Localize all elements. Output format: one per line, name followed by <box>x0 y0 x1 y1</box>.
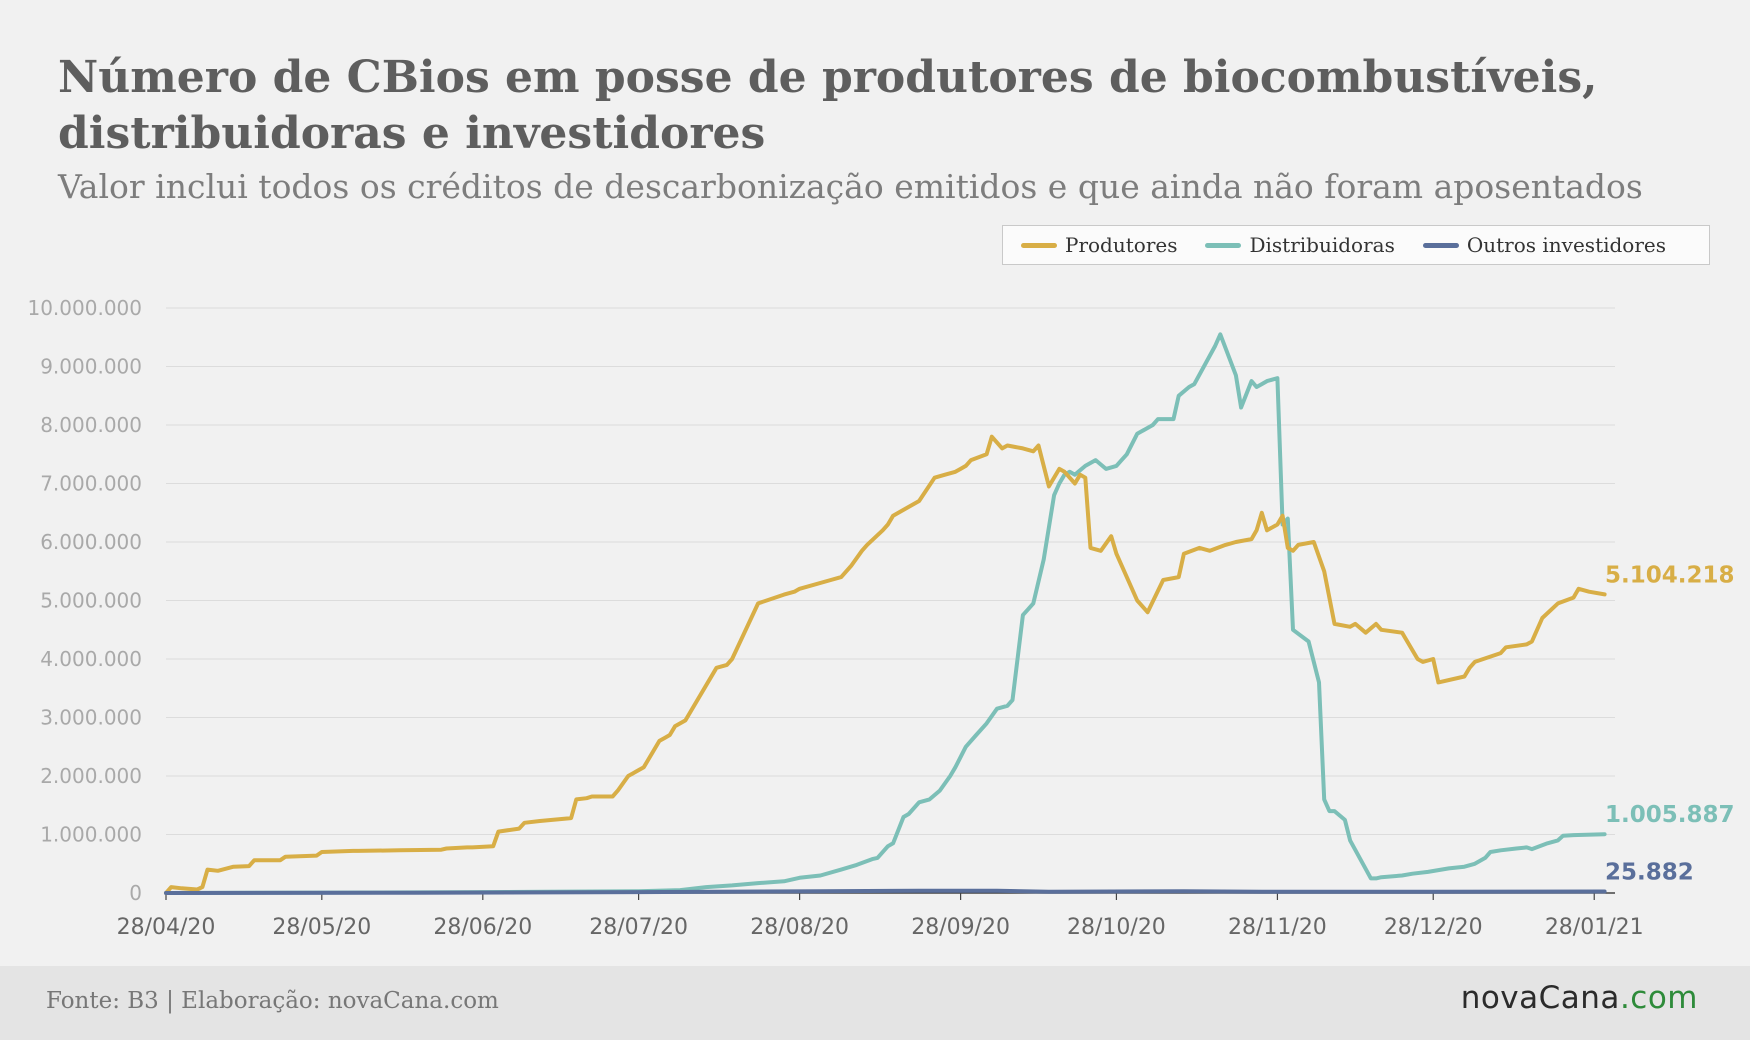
x-tick-label: 28/09/20 <box>911 915 1010 940</box>
x-tick-label: 28/01/21 <box>1545 915 1644 940</box>
y-tick-label: 9.000.000 <box>40 355 142 379</box>
legend-swatch-distribuidoras <box>1205 242 1242 248</box>
legend-swatch-outros <box>1422 242 1459 248</box>
y-tick-label: 5.000.000 <box>40 589 142 613</box>
legend-item-outros[interactable]: Outros investidores <box>1422 233 1667 257</box>
line-chart: 0 1.000.000 2.000.000 3.000.000 4.000.000 5.0… <box>27 296 1735 940</box>
x-tick-label: 28/12/20 <box>1384 915 1483 940</box>
legend: Produtores Distribuidoras Outros investi… <box>1002 225 1710 265</box>
series-line-outros <box>164 888 1607 895</box>
y-tick-label: 3.000.000 <box>40 706 142 730</box>
legend-item-produtores[interactable]: Produtores <box>1021 233 1177 257</box>
y-tick-label: 2.000.000 <box>40 764 142 788</box>
footer: Fonte: B3 | Elaboração: novaCana.com nov… <box>0 966 1750 1040</box>
series-line-produtores <box>164 434 1607 895</box>
x-tick-label: 28/06/20 <box>433 915 532 940</box>
x-tick-label: 28/11/20 <box>1228 915 1327 940</box>
legend-swatch-produtores <box>1021 242 1057 248</box>
brand-logo-suffix: .com <box>1619 980 1698 1016</box>
brand-logo[interactable]: novaCana.com <box>1461 980 1698 1016</box>
end-value-label-produtores: 5.104.218 <box>1605 562 1735 588</box>
chart-title: Número de CBios em posse de produtores d… <box>58 52 1598 159</box>
legend-label-outros: Outros investidores <box>1466 233 1667 257</box>
legend-label-distribuidoras: Distribuidoras <box>1249 233 1395 257</box>
legend-item-distribuidoras[interactable]: Distribuidoras <box>1205 233 1395 257</box>
x-tick-label: 28/04/20 <box>117 915 216 940</box>
x-tick-label: 28/10/20 <box>1067 915 1166 940</box>
legend-label-produtores: Produtores <box>1065 233 1178 257</box>
series-line-distribuidoras <box>164 332 1607 895</box>
x-tick-label: 28/07/20 <box>589 915 688 940</box>
x-tick-label: 28/05/20 <box>272 915 371 940</box>
y-tick-label: 6.000.000 <box>40 530 142 554</box>
end-value-label-outros: 25.882 <box>1605 859 1694 885</box>
brand-logo-main: novaCana <box>1460 980 1620 1016</box>
chart-subtitle: Valor inclui todos os créditos de descar… <box>58 167 1643 206</box>
y-tick-label: 7.000.000 <box>40 472 142 496</box>
source-note: Fonte: B3 | Elaboração: novaCana.com <box>46 988 499 1014</box>
x-tick-label: 28/08/20 <box>750 915 849 940</box>
y-tick-label: 8.000.000 <box>40 413 142 437</box>
y-tick-label: 4.000.000 <box>40 647 142 671</box>
y-tick-label: 1.000.000 <box>40 823 142 847</box>
y-tick-label: 0 <box>129 881 142 905</box>
end-value-label-distribuidoras: 1.005.887 <box>1605 802 1735 828</box>
y-tick-label: 10.000.000 <box>27 296 142 320</box>
